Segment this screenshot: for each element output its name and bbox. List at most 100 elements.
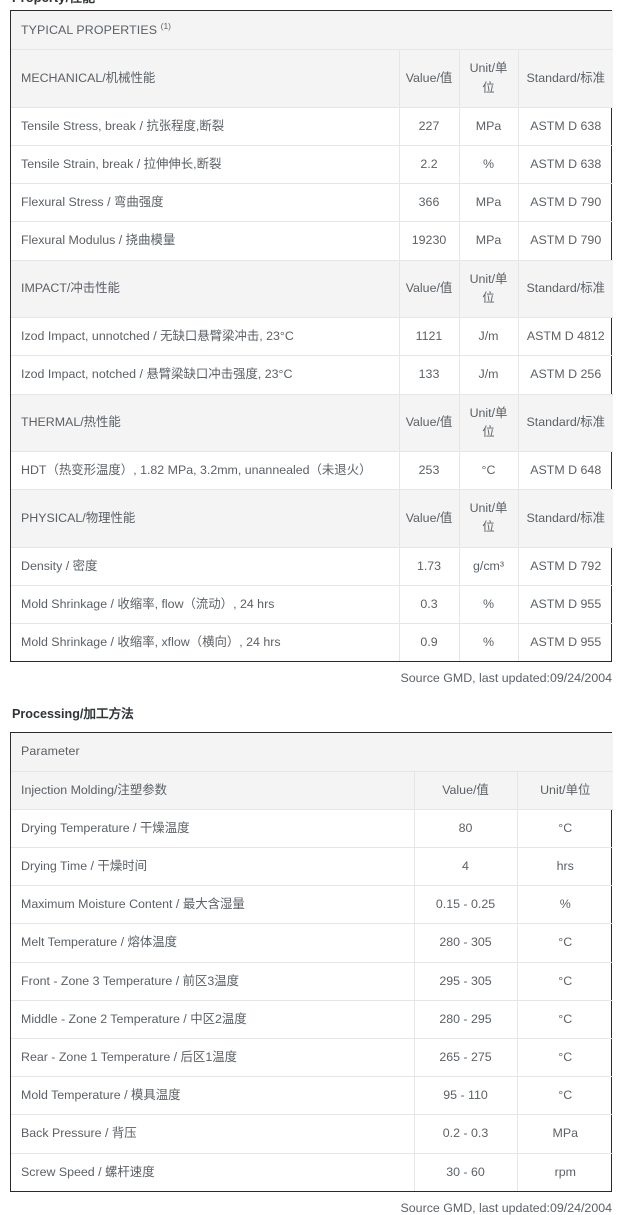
- property-name-cell: HDT（热变形温度）, 1.82 MPa, 3.2mm, unannealed（…: [11, 451, 399, 491]
- property-standard-cell: ASTM D 792: [517, 547, 614, 586]
- table-row: Tensile Stress, break / 抗张程度,断裂 227 MPa AST…: [11, 107, 614, 147]
- section-name: IMPACT/冲击性能: [11, 260, 399, 319]
- parameter-value-cell: 0.15 - 0.25: [413, 885, 517, 925]
- parameter-unit-cell: °C: [516, 1000, 613, 1040]
- table-row: Front - Zone 3 Temperature / 前区3温度 295 - …: [11, 962, 613, 1001]
- section-name: PHYSICAL/物理性能: [11, 489, 399, 548]
- table-row: Mold Shrinkage / 收缩率, flow（流动）, 24 hrs 0.…: [11, 585, 614, 625]
- property-value-cell: 0.3: [398, 585, 459, 625]
- processing-heading: Processing/加工方法: [12, 707, 134, 722]
- table-row: Drying Temperature / 干燥温度 80 °C: [11, 809, 613, 848]
- parameter-value-cell: 4: [413, 847, 517, 887]
- processing-subheader-row: Injection Molding/注塑参数 Value/值 Unit/单位: [11, 771, 613, 810]
- property-value-cell: 366: [398, 183, 459, 223]
- property-value-cell: 133: [398, 355, 459, 395]
- parameter-unit-cell: °C: [516, 962, 613, 1001]
- table-row: Rear - Zone 1 Temperature / 后区1温度 265 - 2…: [11, 1038, 613, 1078]
- property-name-cell: Mold Shrinkage / 收缩率, flow（流动）, 24 hrs: [11, 585, 399, 625]
- parameter-value-cell: 30 - 60: [413, 1153, 517, 1191]
- table-caption-text: TYPICAL PROPERTIES: [21, 23, 161, 38]
- parameter-unit-cell: °C: [516, 1038, 613, 1078]
- parameter-unit-cell: °C: [516, 1076, 613, 1116]
- table-row: Melt Temperature / 熔体温度 280 - 305 °C: [11, 923, 613, 963]
- parameter-value-cell: 265 - 275: [413, 1038, 517, 1078]
- property-name-cell: Tensile Strain, break / 拉伸伸长,断裂: [11, 145, 399, 185]
- parameter-name-cell: Drying Temperature / 干燥温度: [11, 809, 414, 848]
- column-header-unit: Unit/单位: [458, 49, 518, 108]
- column-header-standard: Standard/标准: [517, 489, 614, 548]
- processing-caption-row: Parameter: [11, 733, 613, 772]
- table-row: Tensile Strain, break / 拉伸伸长,断裂 2.2% ASTM …: [11, 145, 614, 185]
- parameter-name-cell: Maximum Moisture Content / 最大含湿量: [11, 885, 414, 925]
- table-caption-superscript: (1): [160, 21, 172, 31]
- typical-properties-table: TYPICAL PROPERTIES (1) MECHANICAL/机械性能 Val…: [11, 11, 614, 662]
- property-unit-cell: MPa: [458, 107, 518, 147]
- property-unit-cell: MPa: [458, 221, 518, 261]
- property-name-cell: Izod Impact, notched / 悬臂梁缺口冲击强度, 23°C: [11, 355, 399, 395]
- property-standard-cell: ASTM D 638: [517, 107, 614, 147]
- processing-source-note: Source GMD, last updated:09/24/2004: [400, 1200, 612, 1215]
- table-row: Mold Shrinkage / 收缩率, xflow（横向）, 24 hrs 0…: [11, 623, 614, 662]
- parameter-name-cell: Front - Zone 3 Temperature / 前区3温度: [11, 962, 414, 1001]
- property-value-cell: 227: [398, 107, 459, 147]
- parameter-value-cell: 280 - 305: [413, 923, 517, 963]
- property-standard-cell: ASTM D 648: [517, 451, 614, 491]
- property-value-cell: 2.2: [398, 145, 459, 185]
- table-row: Izod Impact, notched / 悬臂梁缺口冲击强度, 23°C 13…: [11, 355, 614, 395]
- table-row: Maximum Moisture Content / 最大含湿量 0.15 - 0…: [11, 885, 613, 925]
- property-value-cell: 253: [398, 451, 459, 491]
- property-unit-cell: %: [458, 623, 518, 662]
- processing-caption: Parameter: [11, 733, 613, 772]
- parameter-name-cell: Screw Speed / 螺杆速度: [21, 1164, 155, 1179]
- parameter-unit-cell: °C: [516, 923, 613, 963]
- property-value-cell: 1.73: [398, 547, 459, 586]
- parameter-value-cell: 0.2 - 0.3: [413, 1114, 517, 1154]
- property-unit-cell: %: [458, 145, 518, 185]
- table-caption: TYPICAL PROPERTIES (1): [11, 11, 614, 51]
- property-name-cell: Flexural Modulus / 挠曲模量: [11, 221, 399, 261]
- column-header-unit: Unit/单位: [458, 260, 518, 319]
- section-name: THERMAL/热性能: [11, 394, 399, 452]
- column-header-standard: Standard/标准: [517, 394, 614, 452]
- property-unit-cell: °C: [458, 451, 518, 491]
- section-header-row: MECHANICAL/机械性能 Value/值 Unit/单位 Standard/标准: [11, 49, 614, 108]
- table-row: Middle - Zone 2 Temperature / 中区2温度 280 -…: [11, 1000, 613, 1040]
- column-header-unit: Unit/单位: [458, 394, 518, 452]
- table-row: Flexural Modulus / 挠曲模量 19230 MPa ASTM D 79…: [11, 221, 614, 261]
- parameter-value-cell: 295 - 305: [413, 962, 517, 1001]
- parameter-name-cell: Rear - Zone 1 Temperature / 后区1温度: [11, 1038, 414, 1078]
- property-value-cell: 0.9: [398, 623, 459, 662]
- typical-properties-table-container: TYPICAL PROPERTIES (1) MECHANICAL/机械性能 Val…: [10, 10, 614, 663]
- property-standard-cell: ASTM D 790: [517, 221, 614, 261]
- table-row: Drying Time / 干燥时间 4 hrs: [11, 847, 613, 887]
- property-name-cell: Mold Shrinkage / 收缩率, xflow（横向）, 24 hrs: [21, 635, 281, 650]
- table-caption-row: TYPICAL PROPERTIES (1): [11, 11, 614, 51]
- section-header-row: THERMAL/热性能 Value/值 Unit/单位 Standard/标准: [11, 394, 614, 452]
- table-row: Back Pressure / 背压 0.2 - 0.3 MPa: [11, 1114, 613, 1154]
- section-name: MECHANICAL/机械性能: [11, 49, 399, 108]
- property-name-cell: Flexural Stress / 弯曲强度: [11, 183, 399, 223]
- property-unit-cell: g/cm³: [458, 547, 518, 586]
- processing-subheader-name: Injection Molding/注塑参数: [11, 771, 414, 810]
- property-standard-cell: ASTM D 638: [517, 145, 614, 185]
- column-header-value: Value/值: [398, 394, 459, 452]
- table-row: Flexural Stress / 弯曲强度 366 MPa ASTM D 790: [11, 183, 614, 223]
- property-value-cell: 19230: [398, 221, 459, 261]
- property-standard-cell: ASTM D 256: [517, 355, 614, 395]
- column-header-unit: Unit/单位: [458, 489, 518, 548]
- parameter-unit-cell: %: [516, 885, 613, 925]
- parameter-value-cell: 280 - 295: [413, 1000, 517, 1040]
- processing-table: Parameter Injection Molding/注塑参数 Value/值 Un…: [11, 733, 613, 1191]
- column-header-standard: Standard/标准: [517, 49, 614, 108]
- property-name-cell: Density / 密度: [11, 547, 399, 586]
- table-row: Mold Temperature / 模具温度 95 - 110 °C: [11, 1076, 613, 1116]
- parameter-name-cell: Back Pressure / 背压: [11, 1114, 414, 1154]
- section-header-row: IMPACT/冲击性能 Value/值 Unit/单位 Standard/标准: [11, 260, 614, 319]
- property-unit-cell: MPa: [458, 183, 518, 223]
- processing-column-header-value: Value/值: [413, 771, 517, 810]
- section-header-row: PHYSICAL/物理性能 Value/值 Unit/单位 Standard/标准: [11, 489, 614, 548]
- table-row: Screw Speed / 螺杆速度 30 - 60 rpm: [11, 1153, 613, 1191]
- parameter-unit-cell: hrs: [516, 847, 613, 887]
- parameter-name-cell: Mold Temperature / 模具温度: [11, 1076, 414, 1116]
